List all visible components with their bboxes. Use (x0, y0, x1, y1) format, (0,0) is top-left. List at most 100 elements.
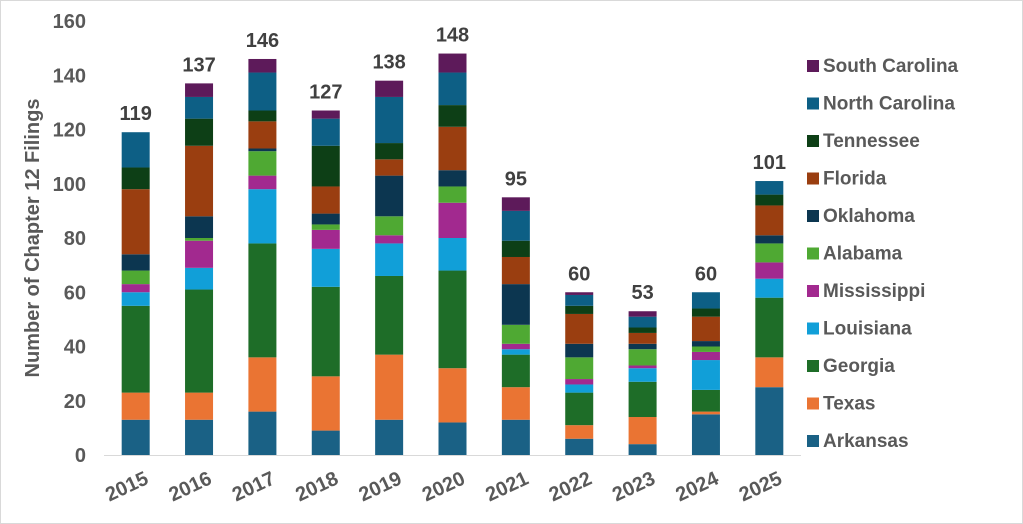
bar-segment-louisiana (755, 278, 784, 298)
bar-segment-north-carolina (755, 181, 784, 195)
bar-segment-north-carolina (691, 292, 720, 309)
bar-segment-alabama (375, 216, 404, 236)
bar-segment-oklahoma (755, 235, 784, 244)
bar-segment-mississippi (501, 343, 530, 350)
bar-segment-mississippi (755, 262, 784, 279)
bar-segment-mississippi (438, 202, 467, 238)
legend-item: Tennessee (807, 131, 920, 152)
y-tick-label: 40 (64, 337, 86, 359)
bar-segment-georgia (565, 392, 594, 426)
bar-segment-arkansas (628, 444, 657, 455)
bar-segment-louisiana (121, 292, 150, 306)
bar-segment-tennessee (628, 327, 657, 333)
bar-segment-texas (311, 376, 340, 431)
bar-segment-alabama (755, 243, 784, 263)
legend-swatch (807, 435, 819, 447)
y-tick-label: 160 (53, 11, 86, 33)
total-label: 148 (436, 25, 469, 47)
bar-segment-south-carolina (185, 83, 214, 97)
bar-segment-alabama (311, 224, 340, 230)
bar-segment-texas (185, 392, 214, 420)
total-label: 60 (695, 263, 717, 285)
bar-segment-arkansas (121, 419, 150, 455)
legend-swatch (807, 322, 819, 335)
total-label: 53 (631, 282, 653, 304)
bar-segment-georgia (311, 286, 340, 377)
legend-swatch (807, 135, 819, 147)
bar-segment-mississippi (248, 175, 277, 190)
bar-segment-arkansas (248, 411, 277, 455)
legend-item: Florida (807, 169, 887, 190)
bar-segment-oklahoma (248, 148, 277, 152)
bar-segment-georgia (375, 275, 404, 355)
legend-swatch (807, 285, 819, 297)
legend-swatch (807, 172, 819, 185)
legend-item: South Carolina (807, 56, 959, 77)
bar-stack-2015 (121, 132, 150, 455)
x-tick-label: 2019 (356, 468, 406, 507)
x-tick-label: 2017 (229, 468, 279, 507)
legend-label: Florida (823, 169, 887, 190)
bar-segment-north-carolina (565, 294, 594, 306)
total-label: 95 (505, 168, 527, 190)
bar-stack-2023 (628, 311, 657, 455)
bar-segment-oklahoma (375, 175, 404, 217)
x-tick-label: 2023 (609, 468, 659, 507)
bar-stack-2024 (691, 292, 720, 455)
bar-segment-tennessee (501, 240, 530, 257)
bar-segment-mississippi (375, 235, 404, 244)
bar-segment-texas (691, 411, 720, 415)
bar-segment-tennessee (121, 167, 150, 190)
legend-label: Georgia (823, 356, 895, 377)
bar-segment-louisiana (375, 243, 404, 276)
legend: South Carolina North Carolina Tennessee Flo… (807, 56, 959, 452)
bar-segment-georgia (121, 305, 150, 393)
x-tick-label: 2020 (419, 468, 469, 507)
bar-segment-tennessee (248, 110, 277, 122)
bar-segment-florida (438, 126, 467, 171)
bars (121, 53, 784, 455)
total-label: 146 (246, 30, 279, 52)
y-tick-label: 20 (64, 391, 86, 413)
legend-swatch (807, 60, 819, 72)
total-label: 101 (753, 152, 786, 174)
bar-segment-tennessee (185, 118, 214, 146)
bar-segment-arkansas (691, 414, 720, 455)
bar-segment-mississippi (565, 379, 594, 385)
x-tick-label: 2024 (672, 467, 722, 506)
bar-segment-texas (628, 417, 657, 445)
bar-segment-arkansas (501, 419, 530, 455)
total-label: 127 (309, 82, 342, 104)
bar-segment-florida (248, 121, 277, 149)
bar-stack-2025 (755, 181, 784, 455)
bar-segment-louisiana (185, 267, 214, 290)
bar-segment-oklahoma (185, 216, 214, 238)
bar-segment-tennessee (375, 143, 404, 160)
bar-segment-alabama (501, 324, 530, 344)
bar-segment-alabama (438, 186, 467, 203)
bar-stack-2019 (375, 80, 404, 455)
bar-stack-2017 (248, 58, 277, 455)
bar-segment-south-carolina (565, 292, 594, 295)
bar-segment-georgia (501, 354, 530, 388)
y-tick-label: 120 (53, 120, 86, 142)
x-tick-label: 2025 (736, 468, 786, 507)
bar-segment-louisiana (628, 368, 657, 382)
bar-segment-arkansas (375, 419, 404, 455)
legend-label: South Carolina (823, 56, 959, 77)
bar-segment-texas (501, 387, 530, 420)
bar-segment-north-carolina (375, 96, 404, 144)
y-tick-label: 140 (53, 65, 86, 87)
legend-item: Texas (807, 394, 875, 415)
bar-segment-arkansas (565, 438, 594, 455)
total-labels: 119 137 146 127 138 148 95 60 53 60 101 (120, 25, 786, 305)
legend-item: Louisiana (807, 319, 912, 340)
total-label: 137 (182, 54, 215, 76)
legend-item: North Carolina (807, 94, 955, 115)
bar-stack-2020 (438, 53, 467, 455)
bar-segment-texas (755, 357, 784, 388)
total-label: 60 (568, 263, 590, 285)
bar-segment-florida (691, 316, 720, 342)
bar-segment-tennessee (438, 105, 467, 127)
